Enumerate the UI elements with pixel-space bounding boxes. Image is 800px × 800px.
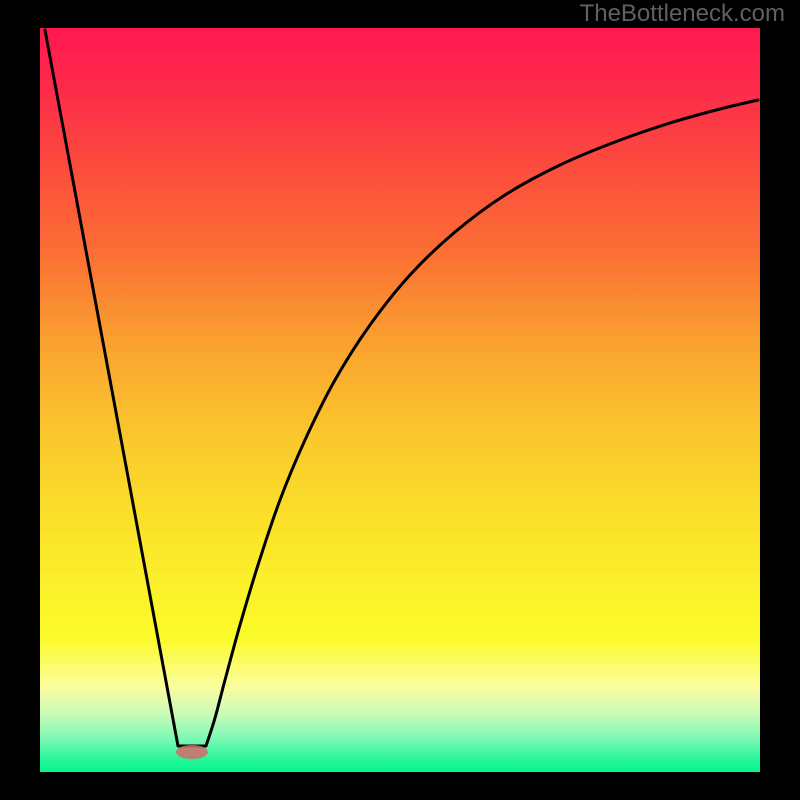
- plot-area: [40, 28, 760, 772]
- watermark-text: TheBottleneck.com: [580, 0, 785, 28]
- minimum-marker: [176, 745, 208, 759]
- bottleneck-chart: TheBottleneck.com: [0, 0, 800, 800]
- chart-svg: [0, 0, 800, 800]
